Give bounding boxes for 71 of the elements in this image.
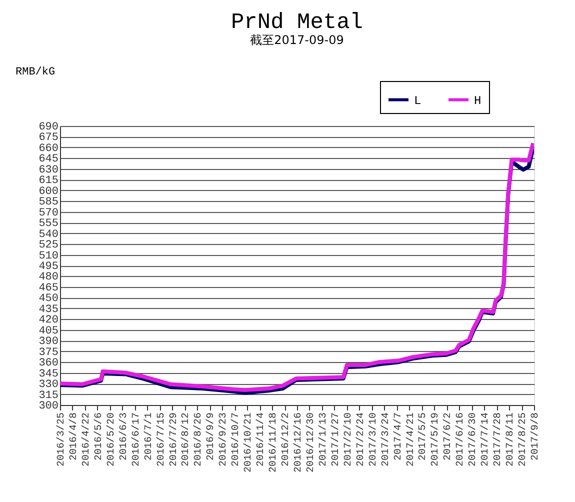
y-tick-label: 435 xyxy=(38,304,58,316)
x-tick-label: 2016/10/21 xyxy=(242,412,255,473)
x-tick-label: 2016/8/12 xyxy=(180,412,192,467)
y-tick-label: 360 xyxy=(38,358,58,370)
x-tick-label: 2017/4/7 xyxy=(392,412,404,461)
y-tick-label: 495 xyxy=(38,261,58,273)
x-tick-label: 2016/6/17 xyxy=(130,412,142,467)
x-tick-label: 2017/4/21 xyxy=(404,412,417,467)
x-tick-label: 2016/7/1 xyxy=(142,412,155,461)
y-tick-label: 315 xyxy=(38,390,58,402)
x-tick-label: 2016/11/4 xyxy=(255,412,268,467)
y-tick-label: 420 xyxy=(38,314,58,327)
x-tick-label: 2016/5/20 xyxy=(105,412,118,467)
x-tick-label: 2017/1/13 xyxy=(317,412,330,467)
x-tick-label: 2017/9/8 xyxy=(530,412,542,461)
y-tick-label: 300 xyxy=(38,400,58,412)
y-tick-label: 375 xyxy=(38,346,58,359)
y-tick-label: 510 xyxy=(38,250,58,262)
x-tick-label: 2016/4/22 xyxy=(80,412,92,467)
x-tick-label: 2017/5/19 xyxy=(430,412,442,467)
x-tick-label: 2017/1/27 xyxy=(330,412,342,467)
y-tick-label: 330 xyxy=(38,379,58,392)
y-tick-label: 465 xyxy=(38,282,58,294)
x-tick-label: 2017/5/5 xyxy=(417,412,430,461)
y-tick-label: 555 xyxy=(38,218,58,230)
x-tick-label: 2016/12/2 xyxy=(280,412,292,467)
x-tick-label: 2017/3/24 xyxy=(380,412,392,467)
y-tick-label: 405 xyxy=(38,325,58,338)
x-tick-label: 2017/7/14 xyxy=(480,412,492,467)
y-tick-label: 675 xyxy=(38,132,58,144)
y-tick-label: 645 xyxy=(38,154,58,166)
x-tick-label: 2016/10/7 xyxy=(230,412,242,467)
chart-title: PrNd Metal xyxy=(230,10,364,35)
y-tick-label: 660 xyxy=(38,142,58,155)
x-tick-label: 2017/6/16 xyxy=(454,412,467,467)
x-tick-label: 2016/4/8 xyxy=(68,412,80,461)
chart-subtitle: 截至2017-09-09 xyxy=(250,33,344,47)
y-tick-label: 630 xyxy=(38,164,58,176)
x-tick-label: 2016/8/26 xyxy=(192,412,205,467)
y-tick-label: 525 xyxy=(38,240,58,252)
y-tick-label: 585 xyxy=(38,196,58,209)
x-tick-label: 2017/6/2 xyxy=(442,412,454,461)
x-tick-label: 2017/3/10 xyxy=(367,412,380,467)
y-tick-label: 450 xyxy=(38,293,58,306)
y-tick-label: 345 xyxy=(38,368,58,380)
x-tick-label: 2016/11/18 xyxy=(268,412,280,473)
legend-label: L xyxy=(414,94,422,108)
x-tick-label: 2016/7/29 xyxy=(168,412,180,467)
x-tick-label: 2016/12/30 xyxy=(304,412,317,473)
y-axis-title: RMB/kG xyxy=(16,66,56,78)
y-tick-label: 390 xyxy=(38,336,58,348)
y-tick-label: 600 xyxy=(38,186,58,198)
x-tick-label: 2016/9/23 xyxy=(218,412,230,467)
y-tick-label: 690 xyxy=(38,122,58,134)
y-tick-label: 615 xyxy=(38,175,58,188)
x-tick-label: 2017/2/10 xyxy=(342,412,354,467)
x-tick-label: 2016/3/25 xyxy=(56,412,68,467)
x-tick-label: 2017/2/24 xyxy=(354,412,367,467)
x-tick-label: 2016/6/3 xyxy=(118,412,130,461)
y-tick-label: 540 xyxy=(38,228,58,241)
y-tick-label: 570 xyxy=(38,207,58,220)
x-tick-label: 2017/6/30 xyxy=(467,412,480,467)
x-tick-label: 2016/12/16 xyxy=(292,412,304,473)
x-tick-label: 2016/7/15 xyxy=(155,412,168,467)
y-tick-label: 480 xyxy=(38,272,58,284)
legend-label: H xyxy=(474,94,482,108)
x-tick-label: 2016/5/6 xyxy=(92,412,105,461)
x-tick-label: 2017/8/25 xyxy=(517,412,530,467)
x-tick-label: 2016/9/9 xyxy=(205,412,218,461)
x-tick-label: 2017/8/11 xyxy=(504,412,517,467)
x-tick-label: 2017/7/28 xyxy=(492,412,504,467)
